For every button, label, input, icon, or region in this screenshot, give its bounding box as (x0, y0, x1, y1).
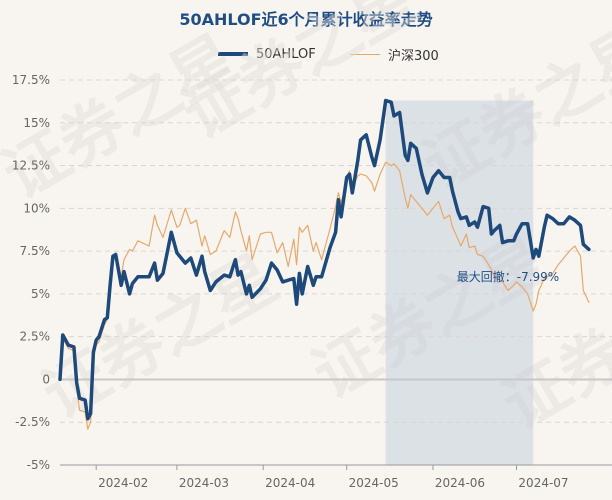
y-tick-label: 2.5% (20, 330, 51, 344)
legend: 50AHLOF 沪深300 (0, 44, 612, 64)
legend-label-50ahlof: 50AHLOF (256, 46, 316, 62)
chart-title: 50AHLOF近6个月累计收益率走势 (179, 10, 433, 29)
series-line-50ahlof (58, 98, 591, 421)
legend-swatch-hs300 (350, 53, 380, 55)
legend-swatch-50ahlof (218, 52, 248, 56)
y-tick-label: -5% (27, 458, 50, 472)
series-line-hs300 (59, 161, 590, 430)
legend-label-hs300: 沪深300 (388, 48, 439, 64)
y-tick-label: 10% (23, 201, 50, 215)
drawdown-band (385, 100, 534, 466)
x-axis: 2024-02 2024-03 2024-04 2024-05 2024-06 2024-… (60, 464, 612, 490)
y-tick-label: 0 (42, 372, 50, 386)
legend-item-hs300[interactable]: 沪深300 (350, 44, 439, 64)
y-tick-label: 17.5% (12, 73, 50, 87)
y-axis: -5% -2.5% 0 2.5% 5% 7.5% 10% 12.5% 15% 17.5% (12, 73, 50, 472)
x-tick-label: 2024-07 (518, 476, 568, 490)
y-tick-label: 15% (23, 116, 50, 130)
x-tick-label: 2024-06 (435, 476, 485, 490)
drawdown-region (385, 100, 534, 466)
y-tick-label: 5% (31, 287, 50, 301)
legend-item-50ahlof[interactable]: 50AHLOF (218, 44, 316, 64)
x-tick-label: 2024-05 (349, 476, 399, 490)
watermark-text: 证券之星 (31, 242, 290, 434)
y-tick-label: 12.5% (12, 159, 50, 173)
y-tick-label: 7.5% (20, 244, 51, 258)
drawdown-label: 最大回撤：-7.99% (457, 269, 559, 284)
series-lines (58, 98, 591, 430)
y-tick-label: -2.5% (15, 415, 50, 429)
annotations: 最大回撤：-7.99% (457, 269, 559, 284)
x-tick-label: 2024-04 (265, 476, 315, 490)
x-tick-label: 2024-02 (98, 476, 148, 490)
x-tick-label: 2024-03 (179, 476, 229, 490)
